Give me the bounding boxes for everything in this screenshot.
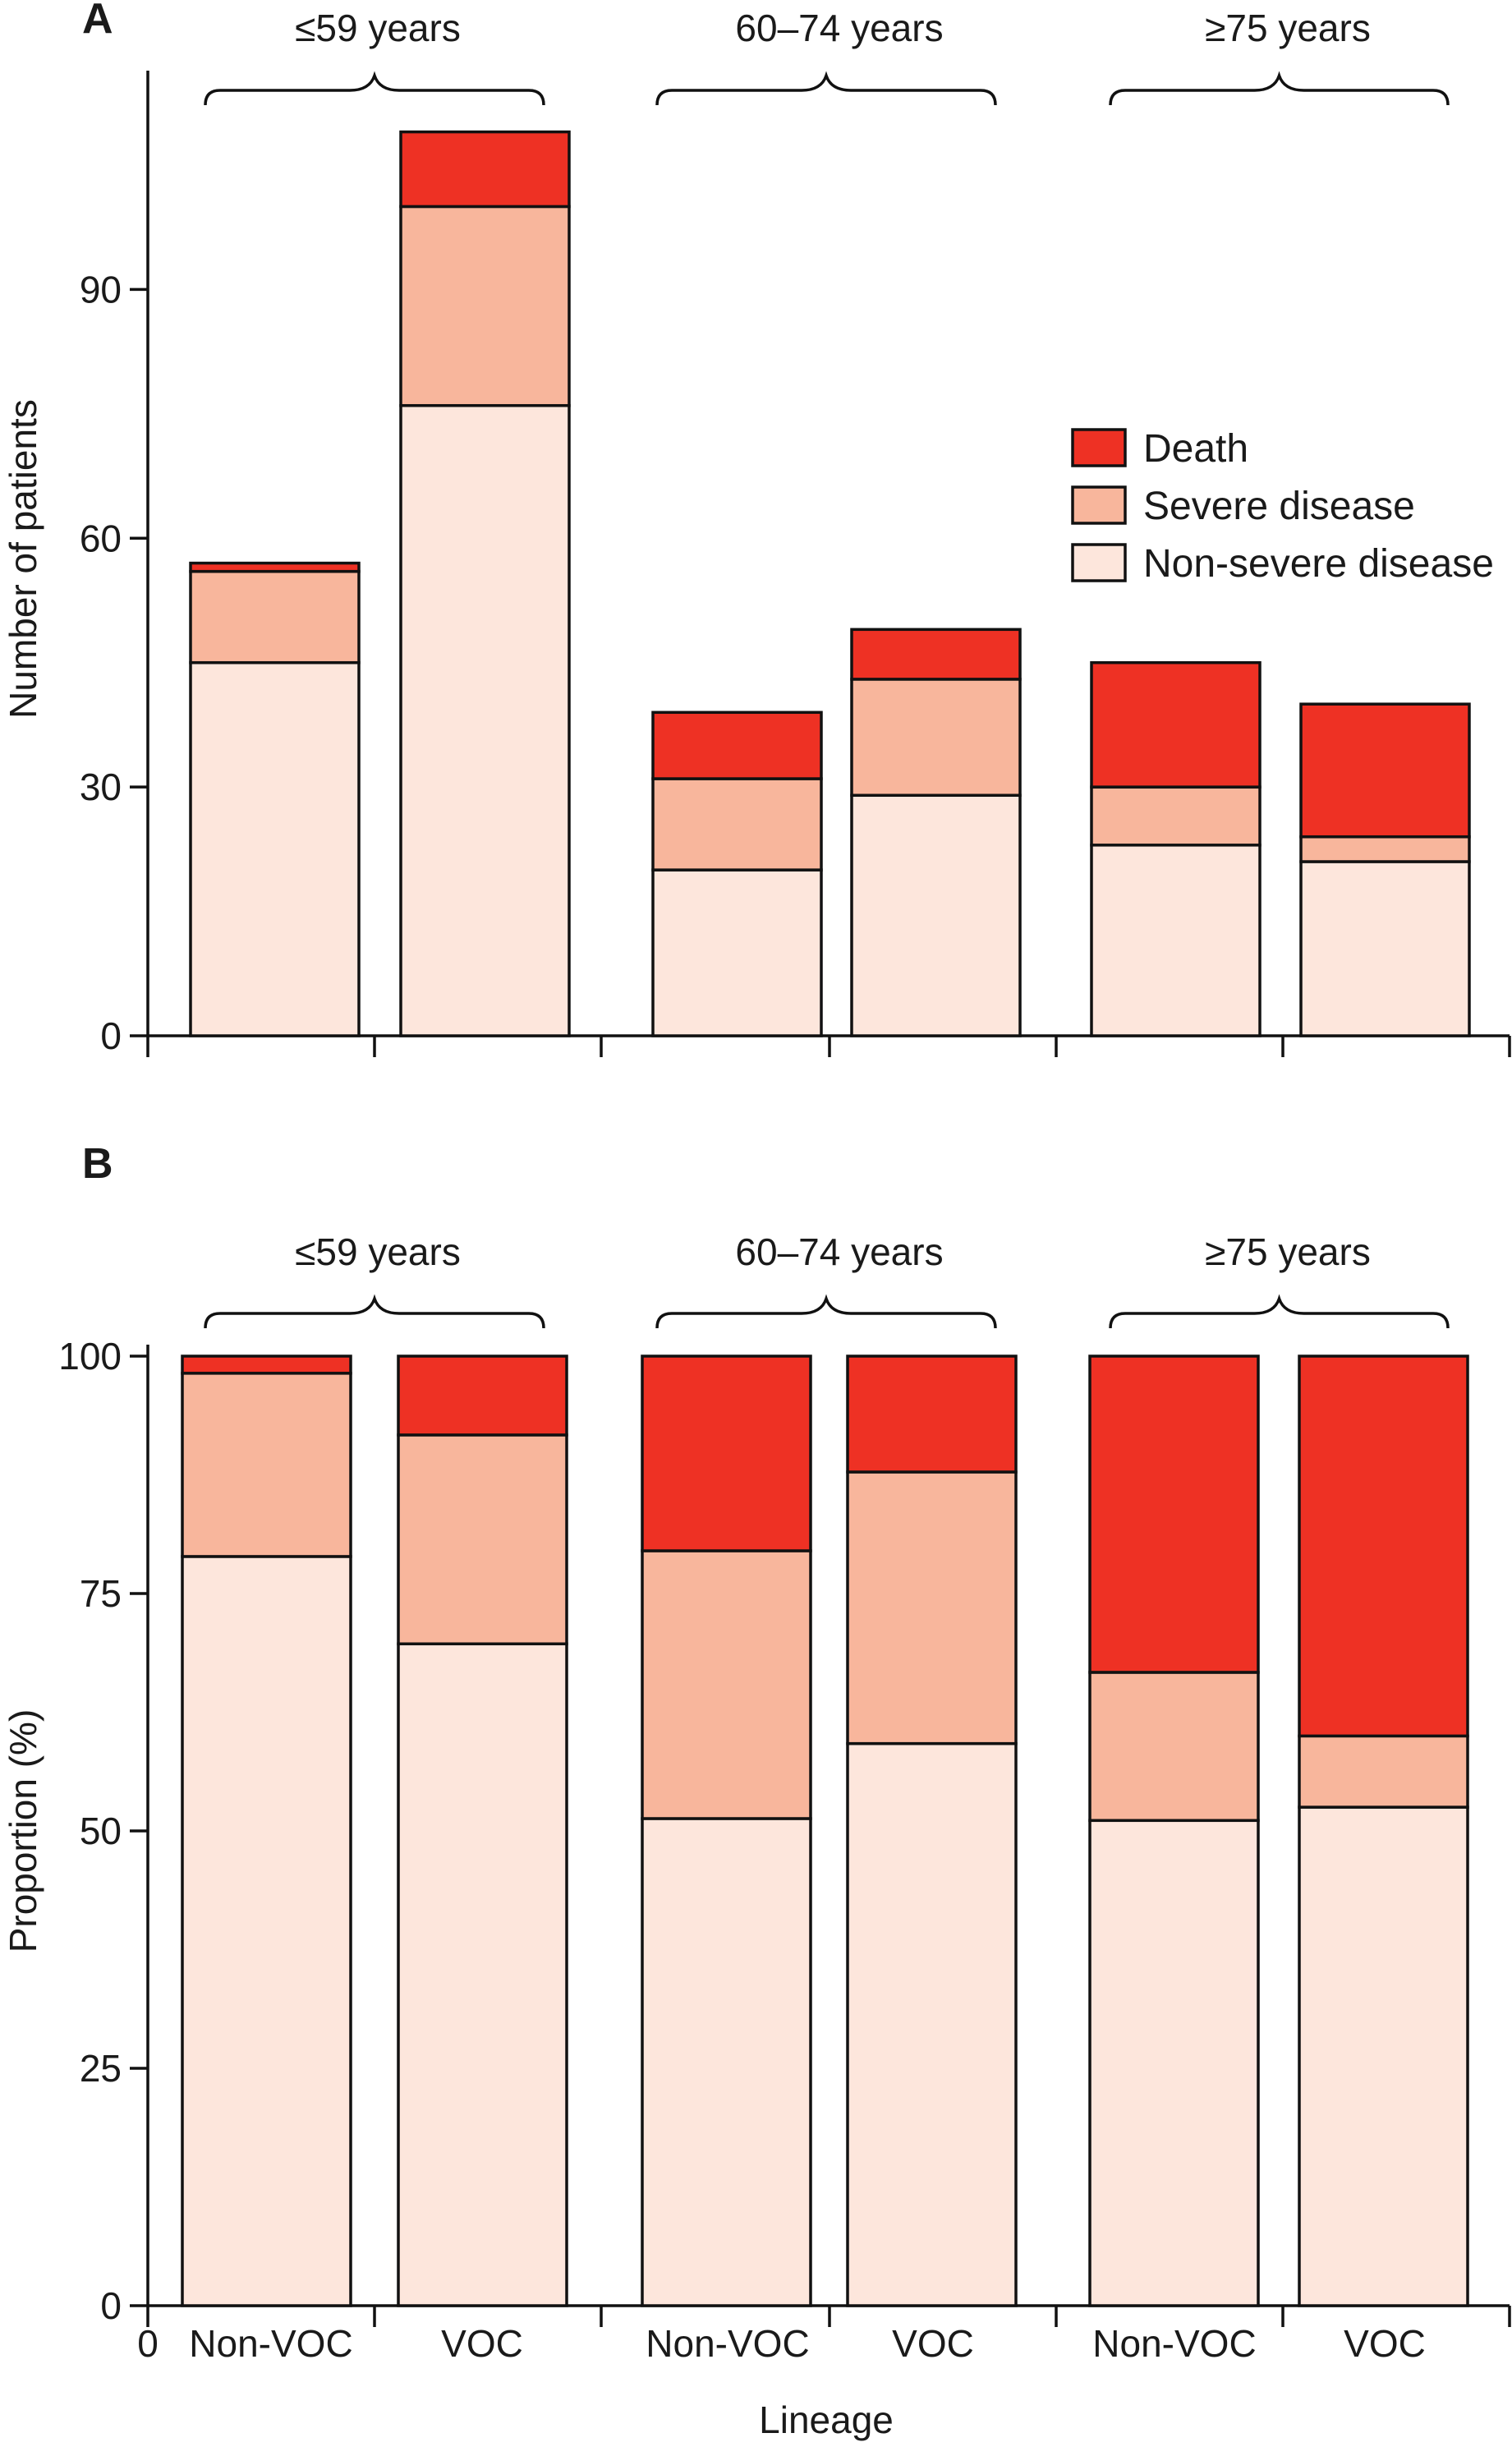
bar-segment-death bbox=[1090, 660, 1262, 789]
panel-label: B bbox=[82, 1140, 113, 1188]
group-brace bbox=[1109, 71, 1450, 106]
group-brace bbox=[1109, 1294, 1450, 1329]
bar-segment-severe-disease bbox=[399, 205, 571, 407]
bar-segment-death bbox=[1299, 702, 1471, 839]
bar-segment-severe-disease bbox=[181, 1372, 352, 1558]
x-category-label: VOC bbox=[441, 2322, 523, 2365]
bar-segment-severe-disease bbox=[189, 569, 361, 665]
x-axis-title: Lineage bbox=[759, 2399, 894, 2441]
y-axis-title: Number of patients bbox=[2, 399, 44, 719]
group-brace bbox=[655, 71, 997, 106]
y-tick-label: 50 bbox=[80, 1810, 122, 1852]
panel-label: A bbox=[82, 0, 113, 43]
bar-segment-death bbox=[846, 1354, 1018, 1474]
group-label: ≥75 years bbox=[1205, 7, 1371, 49]
legend-swatch bbox=[1071, 543, 1127, 582]
group-label: 60–74 years bbox=[735, 1230, 943, 1273]
x-category-label: Non-VOC bbox=[1092, 2322, 1256, 2365]
legend-label: Severe disease bbox=[1143, 485, 1415, 528]
bar-segment-death bbox=[1298, 1354, 1469, 1738]
bar-segment-death bbox=[1088, 1354, 1260, 1674]
y-tick-label: 100 bbox=[58, 1335, 122, 1377]
bar-segment-non-severe-disease bbox=[181, 1555, 352, 2307]
bar-segment-severe-disease bbox=[846, 1470, 1018, 1745]
x-category-label: VOC bbox=[1344, 2322, 1426, 2365]
y-tick-label: 75 bbox=[80, 1572, 122, 1615]
legend: Death Severe disease Non-severe disease bbox=[1071, 427, 1494, 586]
y-tick-label: 25 bbox=[80, 2047, 122, 2090]
bar-segment-non-severe-disease bbox=[397, 1642, 568, 2307]
y-tick-label: 0 bbox=[100, 2284, 122, 2327]
legend-label: Non-severe disease bbox=[1143, 542, 1494, 586]
panel-b: B 0 25 50 75 100 Proportion (%) ≤59 years 60–74 … bbox=[2, 1140, 1511, 2327]
x-category-label: VOC bbox=[892, 2322, 974, 2365]
bar-segment-death bbox=[641, 1354, 812, 1552]
bar-segment-non-severe-disease bbox=[399, 403, 571, 1037]
bar-segment-non-severe-disease bbox=[1088, 1819, 1260, 2307]
bar-segment-non-severe-disease bbox=[189, 660, 361, 1037]
legend-swatch bbox=[1071, 428, 1127, 467]
group-brace bbox=[655, 1294, 997, 1329]
bar-segment-death bbox=[850, 628, 1022, 681]
bar-segment-non-severe-disease bbox=[1298, 1805, 1469, 2307]
bar-segment-non-severe-disease bbox=[850, 793, 1022, 1037]
bar-segment-non-severe-disease bbox=[651, 868, 823, 1037]
bar-segment-non-severe-disease bbox=[1090, 844, 1262, 1037]
x-axis-labels: Non-VOC VOC Non-VOC VOC Non-VOC VOC 0 Lineage bbox=[137, 2322, 1426, 2441]
bar-segment-non-severe-disease bbox=[641, 1817, 812, 2307]
y-tick-label: 30 bbox=[80, 766, 122, 808]
legend-swatch bbox=[1071, 485, 1127, 525]
bar-segment-non-severe-disease bbox=[846, 1741, 1018, 2307]
bar-segment-severe-disease bbox=[1298, 1734, 1469, 1809]
bar-segment-severe-disease bbox=[1090, 785, 1262, 847]
group-label: ≥75 years bbox=[1205, 1230, 1371, 1273]
bar-segment-death bbox=[397, 1354, 568, 1437]
bar-segment-severe-disease bbox=[850, 678, 1022, 797]
bar-segment-non-severe-disease bbox=[1299, 860, 1471, 1037]
group-label: 60–74 years bbox=[735, 7, 943, 49]
y-tick-label: 0 bbox=[100, 1014, 122, 1057]
bar-segment-severe-disease bbox=[1299, 835, 1471, 863]
x-category-label: Non-VOC bbox=[189, 2322, 352, 2365]
bar-segment-death bbox=[189, 561, 361, 573]
group-label: ≤59 years bbox=[295, 7, 461, 49]
bar-segment-severe-disease bbox=[397, 1433, 568, 1646]
legend-label: Death bbox=[1143, 427, 1248, 471]
bar-segment-death bbox=[651, 711, 823, 780]
group-brace bbox=[204, 71, 545, 106]
x-zero-label: 0 bbox=[137, 2322, 159, 2365]
y-tick-label: 60 bbox=[80, 517, 122, 559]
bar-segment-death bbox=[399, 130, 571, 209]
y-axis-title: Proportion (%) bbox=[2, 1709, 44, 1953]
panel-a: A 0 30 60 90 Number of patients ≤59 years 60–74… bbox=[2, 0, 1511, 1057]
group-label: ≤59 years bbox=[295, 1230, 461, 1273]
bar-segment-death bbox=[181, 1354, 352, 1375]
x-category-label: Non-VOC bbox=[646, 2322, 809, 2365]
bar-segment-severe-disease bbox=[651, 777, 823, 872]
group-brace bbox=[204, 1294, 545, 1329]
y-tick-label: 90 bbox=[80, 268, 122, 310]
bar-segment-severe-disease bbox=[641, 1549, 812, 1820]
bar-segment-severe-disease bbox=[1088, 1671, 1260, 1823]
